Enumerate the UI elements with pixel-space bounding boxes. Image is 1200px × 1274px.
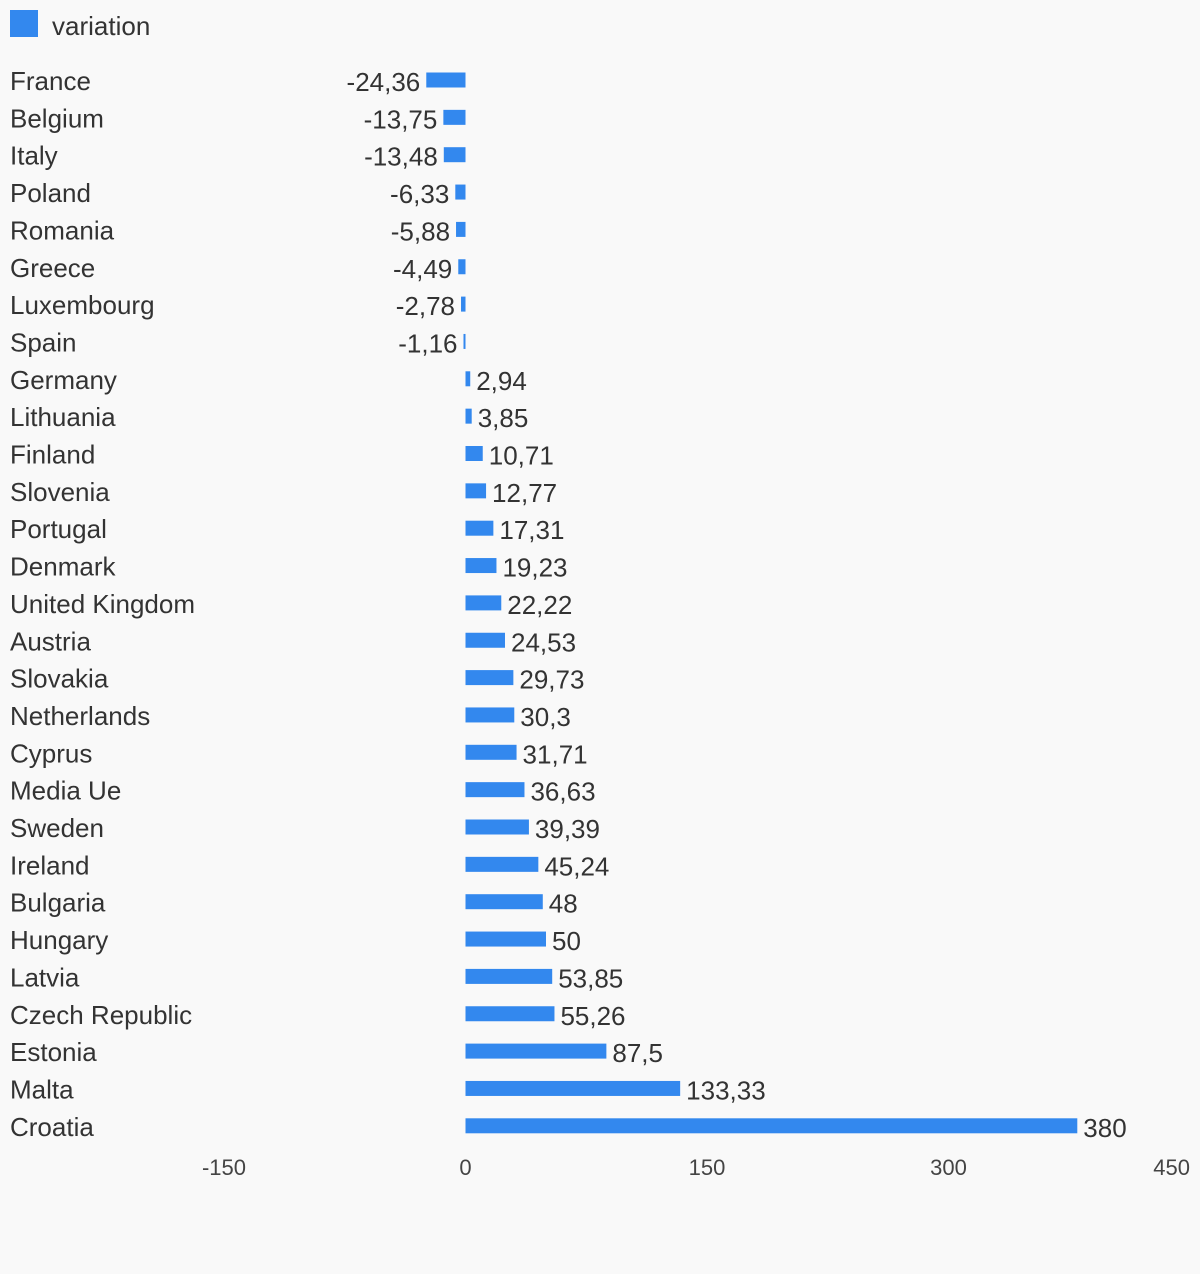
category-label: Slovakia xyxy=(10,664,109,694)
value-label: 24,53 xyxy=(511,627,576,657)
category-label: Italy xyxy=(10,141,58,171)
category-label: Czech Republic xyxy=(10,1000,192,1030)
category-label: Luxembourg xyxy=(10,290,155,320)
value-label: 19,23 xyxy=(502,553,567,583)
bar xyxy=(443,147,466,163)
value-label: 12,77 xyxy=(492,478,557,508)
category-label: Romania xyxy=(10,215,115,245)
value-label: 3,85 xyxy=(478,403,529,433)
category-label: Sweden xyxy=(10,813,104,843)
value-label: 48 xyxy=(549,889,578,919)
value-label: 53,85 xyxy=(558,963,623,993)
bar xyxy=(465,595,502,611)
value-label: 39,39 xyxy=(535,814,600,844)
value-label: 50 xyxy=(552,926,581,956)
bar xyxy=(465,558,497,574)
bar xyxy=(465,744,517,760)
category-label: Cyprus xyxy=(10,738,92,768)
bar xyxy=(456,221,466,237)
value-label: 31,71 xyxy=(523,739,588,769)
bar xyxy=(465,856,539,872)
bar xyxy=(426,72,466,88)
value-label: -6,33 xyxy=(390,179,449,209)
bar xyxy=(465,1118,1078,1134)
category-label: Germany xyxy=(10,365,117,395)
value-label: -5,88 xyxy=(391,216,450,246)
legend: variation xyxy=(10,10,150,41)
category-label: Croatia xyxy=(10,1112,94,1142)
bar xyxy=(443,109,466,125)
category-label: Greece xyxy=(10,253,95,283)
category-label: United Kingdom xyxy=(10,589,195,619)
value-label: 36,63 xyxy=(530,777,595,807)
category-label: Ireland xyxy=(10,850,90,880)
value-label: 45,24 xyxy=(544,851,609,881)
x-tick-label: 450 xyxy=(1153,1155,1190,1180)
bar-rows: France -24,36 Belgium -13,75 Italy -13,48 Pola… xyxy=(10,66,1127,1143)
bar xyxy=(465,707,515,723)
bar xyxy=(465,446,483,461)
x-tick-label: 0 xyxy=(459,1155,471,1180)
value-label: 2,94 xyxy=(476,366,527,396)
bar xyxy=(465,782,525,798)
bar xyxy=(465,520,494,536)
bar xyxy=(465,931,546,947)
category-label: Media Ue xyxy=(10,776,121,806)
category-label: France xyxy=(10,66,91,96)
value-label: -4,49 xyxy=(393,254,452,284)
value-label: 87,5 xyxy=(612,1038,663,1068)
bar xyxy=(465,1080,681,1096)
category-label: Denmark xyxy=(10,552,116,582)
category-label: Latvia xyxy=(10,962,80,992)
category-label: Lithuania xyxy=(10,402,116,432)
bar xyxy=(465,894,543,910)
x-tick-label: 300 xyxy=(930,1155,967,1180)
category-label: Spain xyxy=(10,327,77,357)
bar xyxy=(461,296,466,312)
bar xyxy=(465,408,472,424)
value-label: 55,26 xyxy=(560,1001,625,1031)
x-tick-label: 150 xyxy=(689,1155,726,1180)
bar xyxy=(463,333,466,349)
value-label: -1,16 xyxy=(398,328,457,358)
value-label: -24,36 xyxy=(347,67,421,97)
value-label: -13,75 xyxy=(364,104,438,134)
category-label: Bulgaria xyxy=(10,888,106,918)
category-label: Estonia xyxy=(10,1037,97,1067)
category-label: Netherlands xyxy=(10,701,150,731)
bar xyxy=(465,819,529,835)
value-label: 22,22 xyxy=(507,590,572,620)
category-label: Poland xyxy=(10,178,91,208)
bar xyxy=(458,259,466,275)
category-label: Belgium xyxy=(10,103,104,133)
value-label: 10,71 xyxy=(489,441,554,471)
category-label: Malta xyxy=(10,1074,74,1104)
bar xyxy=(455,184,466,200)
value-label: 17,31 xyxy=(499,515,564,545)
value-label: -2,78 xyxy=(396,291,455,321)
value-label: 29,73 xyxy=(519,665,584,695)
value-label: 380 xyxy=(1083,1113,1126,1143)
bar xyxy=(465,371,471,387)
category-label: Austria xyxy=(10,626,91,656)
category-label: Hungary xyxy=(10,925,108,955)
bar xyxy=(465,483,487,499)
legend-swatch xyxy=(10,10,38,37)
bar xyxy=(465,670,514,686)
value-label: -13,48 xyxy=(364,142,438,172)
bar xyxy=(465,968,553,984)
bar xyxy=(465,632,505,648)
bar xyxy=(465,1006,555,1022)
x-axis: -150 0 150 300 450 xyxy=(202,1155,1190,1180)
legend-label: variation xyxy=(52,11,150,41)
category-label: Finland xyxy=(10,440,95,470)
category-label: Slovenia xyxy=(10,477,110,507)
bar xyxy=(465,1043,607,1059)
x-tick-label: -150 xyxy=(202,1155,246,1180)
value-label: 30,3 xyxy=(520,702,571,732)
category-label: Portugal xyxy=(10,514,107,544)
value-label: 133,33 xyxy=(686,1075,766,1105)
